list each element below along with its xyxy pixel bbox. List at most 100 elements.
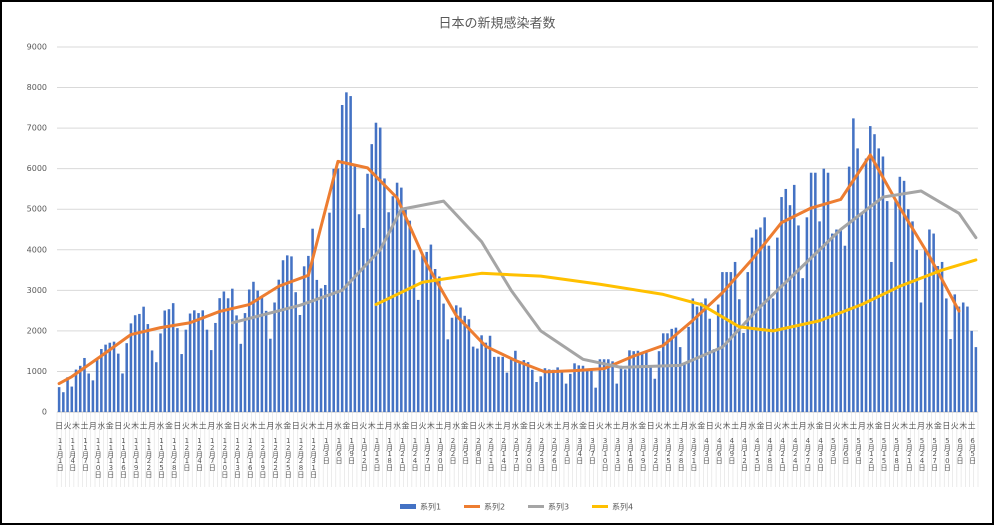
- bar: [873, 134, 876, 412]
- x-tick-label: 4月27日: [804, 437, 812, 472]
- weekday-label: 土: [849, 421, 857, 431]
- bar: [133, 315, 137, 412]
- bar: [446, 339, 450, 412]
- x-tick-label: 5月27日: [931, 437, 939, 472]
- bar: [138, 313, 141, 412]
- weekday-label: 木: [131, 421, 139, 431]
- x-tick-label: 5月18日: [893, 437, 901, 472]
- bar: [273, 302, 276, 412]
- weekday-label: 月: [503, 422, 511, 431]
- weekday-label: 土: [494, 421, 502, 431]
- weekday-label: 金: [875, 421, 883, 431]
- weekday-label: 水: [571, 421, 579, 431]
- x-tick-label: 5月3日: [829, 437, 837, 465]
- weekday-label: 土: [80, 421, 88, 431]
- bar: [100, 349, 103, 412]
- bar: [91, 380, 95, 412]
- bar: [277, 279, 281, 412]
- bar: [408, 220, 412, 412]
- bar: [742, 332, 745, 412]
- weekday-label: 月: [444, 422, 452, 431]
- x-tick-label: 3月7日: [588, 437, 596, 465]
- x-tick-label: 2月8日: [474, 437, 482, 465]
- bar: [645, 351, 648, 412]
- legend-label: 系列3: [548, 502, 569, 512]
- bar: [505, 372, 509, 412]
- bar: [269, 338, 272, 412]
- bar: [771, 298, 775, 412]
- bar: [839, 229, 842, 412]
- x-tick-label: 1月15日: [373, 437, 381, 472]
- bar: [577, 365, 581, 412]
- weekday-label: 日: [706, 422, 714, 431]
- bar: [488, 335, 492, 412]
- x-tick-label: 12月13日: [234, 437, 242, 479]
- bar: [552, 369, 555, 412]
- bar: [932, 233, 935, 412]
- bar: [480, 335, 483, 412]
- bar: [129, 323, 133, 412]
- weekday-label: 日: [233, 422, 241, 431]
- weekday-label: 水: [925, 421, 933, 431]
- weekday-label: 日: [351, 422, 359, 431]
- weekday-label: 月: [740, 422, 748, 431]
- bar: [518, 362, 521, 412]
- weekday-label: 日: [55, 422, 63, 431]
- bar: [818, 221, 821, 412]
- bar: [429, 244, 433, 412]
- bar: [864, 158, 868, 412]
- x-tick-label: 12月1日: [183, 437, 191, 472]
- bar: [531, 369, 534, 412]
- y-tick-label: 8000: [27, 83, 47, 92]
- bar: [87, 373, 90, 412]
- x-tick-label: 1月30日: [436, 437, 444, 472]
- bar: [623, 369, 627, 412]
- weekday-label: 土: [317, 421, 325, 431]
- weekday-label: 月: [799, 422, 807, 431]
- bar: [716, 304, 720, 412]
- x-tick-label: 3月25日: [664, 437, 672, 472]
- bar: [459, 307, 462, 412]
- x-tick-label: 11月16日: [119, 437, 127, 479]
- bar: [78, 365, 82, 412]
- weekday-label: 金: [342, 421, 350, 431]
- line: [374, 258, 978, 333]
- bar: [847, 166, 851, 412]
- bar: [235, 315, 238, 412]
- x-tick-label: 12月25日: [284, 437, 292, 479]
- weekday-label: 火: [596, 422, 604, 431]
- bar: [281, 260, 285, 412]
- bar: [66, 377, 69, 412]
- x-tick-label: 2月23日: [538, 437, 546, 472]
- weekday-label: 日: [410, 422, 418, 431]
- bar: [315, 279, 319, 412]
- x-tick-label: 2月2日: [449, 437, 457, 465]
- bar: [708, 318, 711, 412]
- bar: [754, 229, 758, 412]
- bar: [809, 172, 813, 412]
- x-tick-label: 11月1日: [56, 437, 64, 472]
- x-tick-label: 4月21日: [779, 437, 787, 472]
- weekday-label: 火: [892, 422, 900, 431]
- y-tick-label: 3000: [27, 286, 47, 295]
- bar: [869, 126, 872, 412]
- weekday-label: 木: [309, 421, 317, 431]
- bar: [611, 361, 614, 412]
- x-tick-label: 11月25日: [158, 437, 166, 479]
- x-tick-label: 3月16日: [626, 437, 634, 472]
- bar: [526, 362, 530, 412]
- bar: [961, 302, 965, 412]
- bar: [366, 173, 369, 412]
- bar: [915, 249, 919, 412]
- bar: [919, 302, 923, 412]
- weekday-label: 金: [579, 421, 587, 431]
- bar: [497, 356, 500, 412]
- bar: [784, 188, 788, 412]
- weekday-label: 金: [106, 421, 114, 431]
- bar: [57, 387, 61, 412]
- bar: [535, 381, 538, 412]
- bar: [307, 255, 310, 412]
- bar: [776, 237, 779, 412]
- bar: [543, 368, 547, 412]
- weekday-label: 火: [478, 422, 486, 431]
